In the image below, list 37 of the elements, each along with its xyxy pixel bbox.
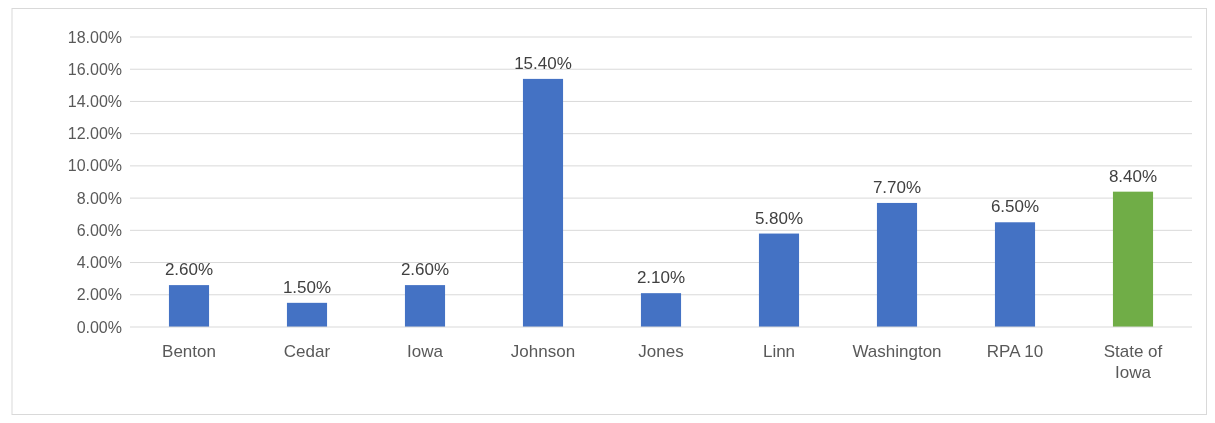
y-tick-label: 6.00% (76, 221, 122, 239)
x-tick-label: Cedar (283, 342, 331, 361)
data-label: 2.60% (400, 260, 450, 280)
bar (404, 285, 446, 327)
bar (758, 233, 800, 327)
bar (640, 293, 682, 327)
y-tick-label: 0.00% (76, 318, 122, 336)
y-tick-label: 8.00% (76, 189, 122, 207)
y-tick-label: 18.00% (67, 28, 122, 46)
data-label: 2.10% (636, 268, 686, 288)
bar (876, 202, 918, 327)
data-label: 6.50% (990, 197, 1040, 217)
x-tick-label: Washington (852, 342, 942, 361)
y-tick-label: 12.00% (67, 125, 122, 143)
y-tick-label: 16.00% (67, 60, 122, 78)
x-tick-label: State of Iowa (1103, 342, 1163, 382)
x-tick-label: Linn (762, 342, 796, 361)
data-label: 8.40% (1108, 166, 1158, 186)
x-tick-label: Johnson (510, 342, 576, 361)
data-label: 15.40% (514, 53, 572, 73)
x-tick-label: Jones (638, 342, 684, 361)
bar (168, 285, 210, 327)
y-tick-label: 14.00% (67, 93, 122, 111)
y-tick-label: 4.00% (76, 254, 122, 272)
y-tick-label: 2.00% (76, 286, 122, 304)
x-tick-label: Benton (162, 342, 216, 361)
data-label: 2.60% (164, 260, 214, 280)
data-label: 1.50% (282, 277, 332, 297)
bar (286, 302, 328, 327)
bar (522, 78, 564, 327)
x-tick-label: RPA 10 (986, 342, 1044, 361)
data-label: 5.80% (754, 208, 804, 228)
y-tick-label: 10.00% (67, 157, 122, 175)
bar (994, 222, 1036, 327)
bar (1112, 191, 1154, 327)
data-label: 7.70% (872, 177, 922, 197)
x-tick-label: Iowa (407, 342, 444, 361)
